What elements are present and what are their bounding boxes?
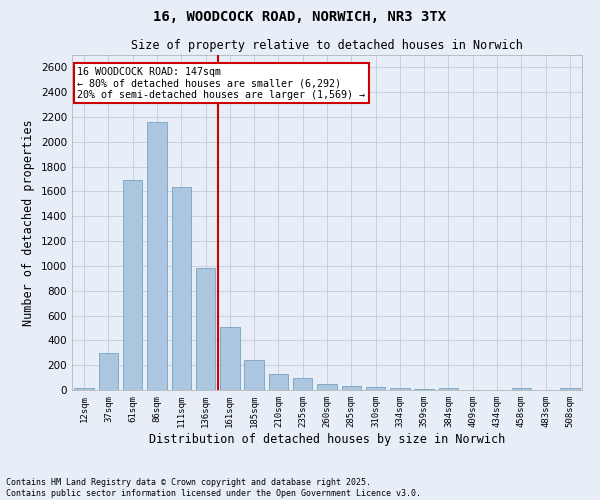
Bar [147,122,167,390]
Bar [74,388,94,390]
Y-axis label: Number of detached properties: Number of detached properties [22,119,35,326]
Bar [293,378,313,390]
Bar [244,360,264,390]
Bar [123,180,142,390]
Bar [390,388,410,390]
Text: Contains HM Land Registry data © Crown copyright and database right 2025.
Contai: Contains HM Land Registry data © Crown c… [6,478,421,498]
Bar [220,326,239,390]
Bar [341,386,361,390]
Text: 16 WOODCOCK ROAD: 147sqm
← 80% of detached houses are smaller (6,292)
20% of sem: 16 WOODCOCK ROAD: 147sqm ← 80% of detach… [77,66,365,100]
Bar [366,387,385,390]
Bar [99,354,118,390]
Bar [196,268,215,390]
Bar [560,388,580,390]
X-axis label: Distribution of detached houses by size in Norwich: Distribution of detached houses by size … [149,432,505,446]
Title: Size of property relative to detached houses in Norwich: Size of property relative to detached ho… [131,40,523,52]
Bar [317,384,337,390]
Bar [172,187,191,390]
Bar [269,374,288,390]
Bar [439,388,458,390]
Bar [512,388,531,390]
Text: 16, WOODCOCK ROAD, NORWICH, NR3 3TX: 16, WOODCOCK ROAD, NORWICH, NR3 3TX [154,10,446,24]
